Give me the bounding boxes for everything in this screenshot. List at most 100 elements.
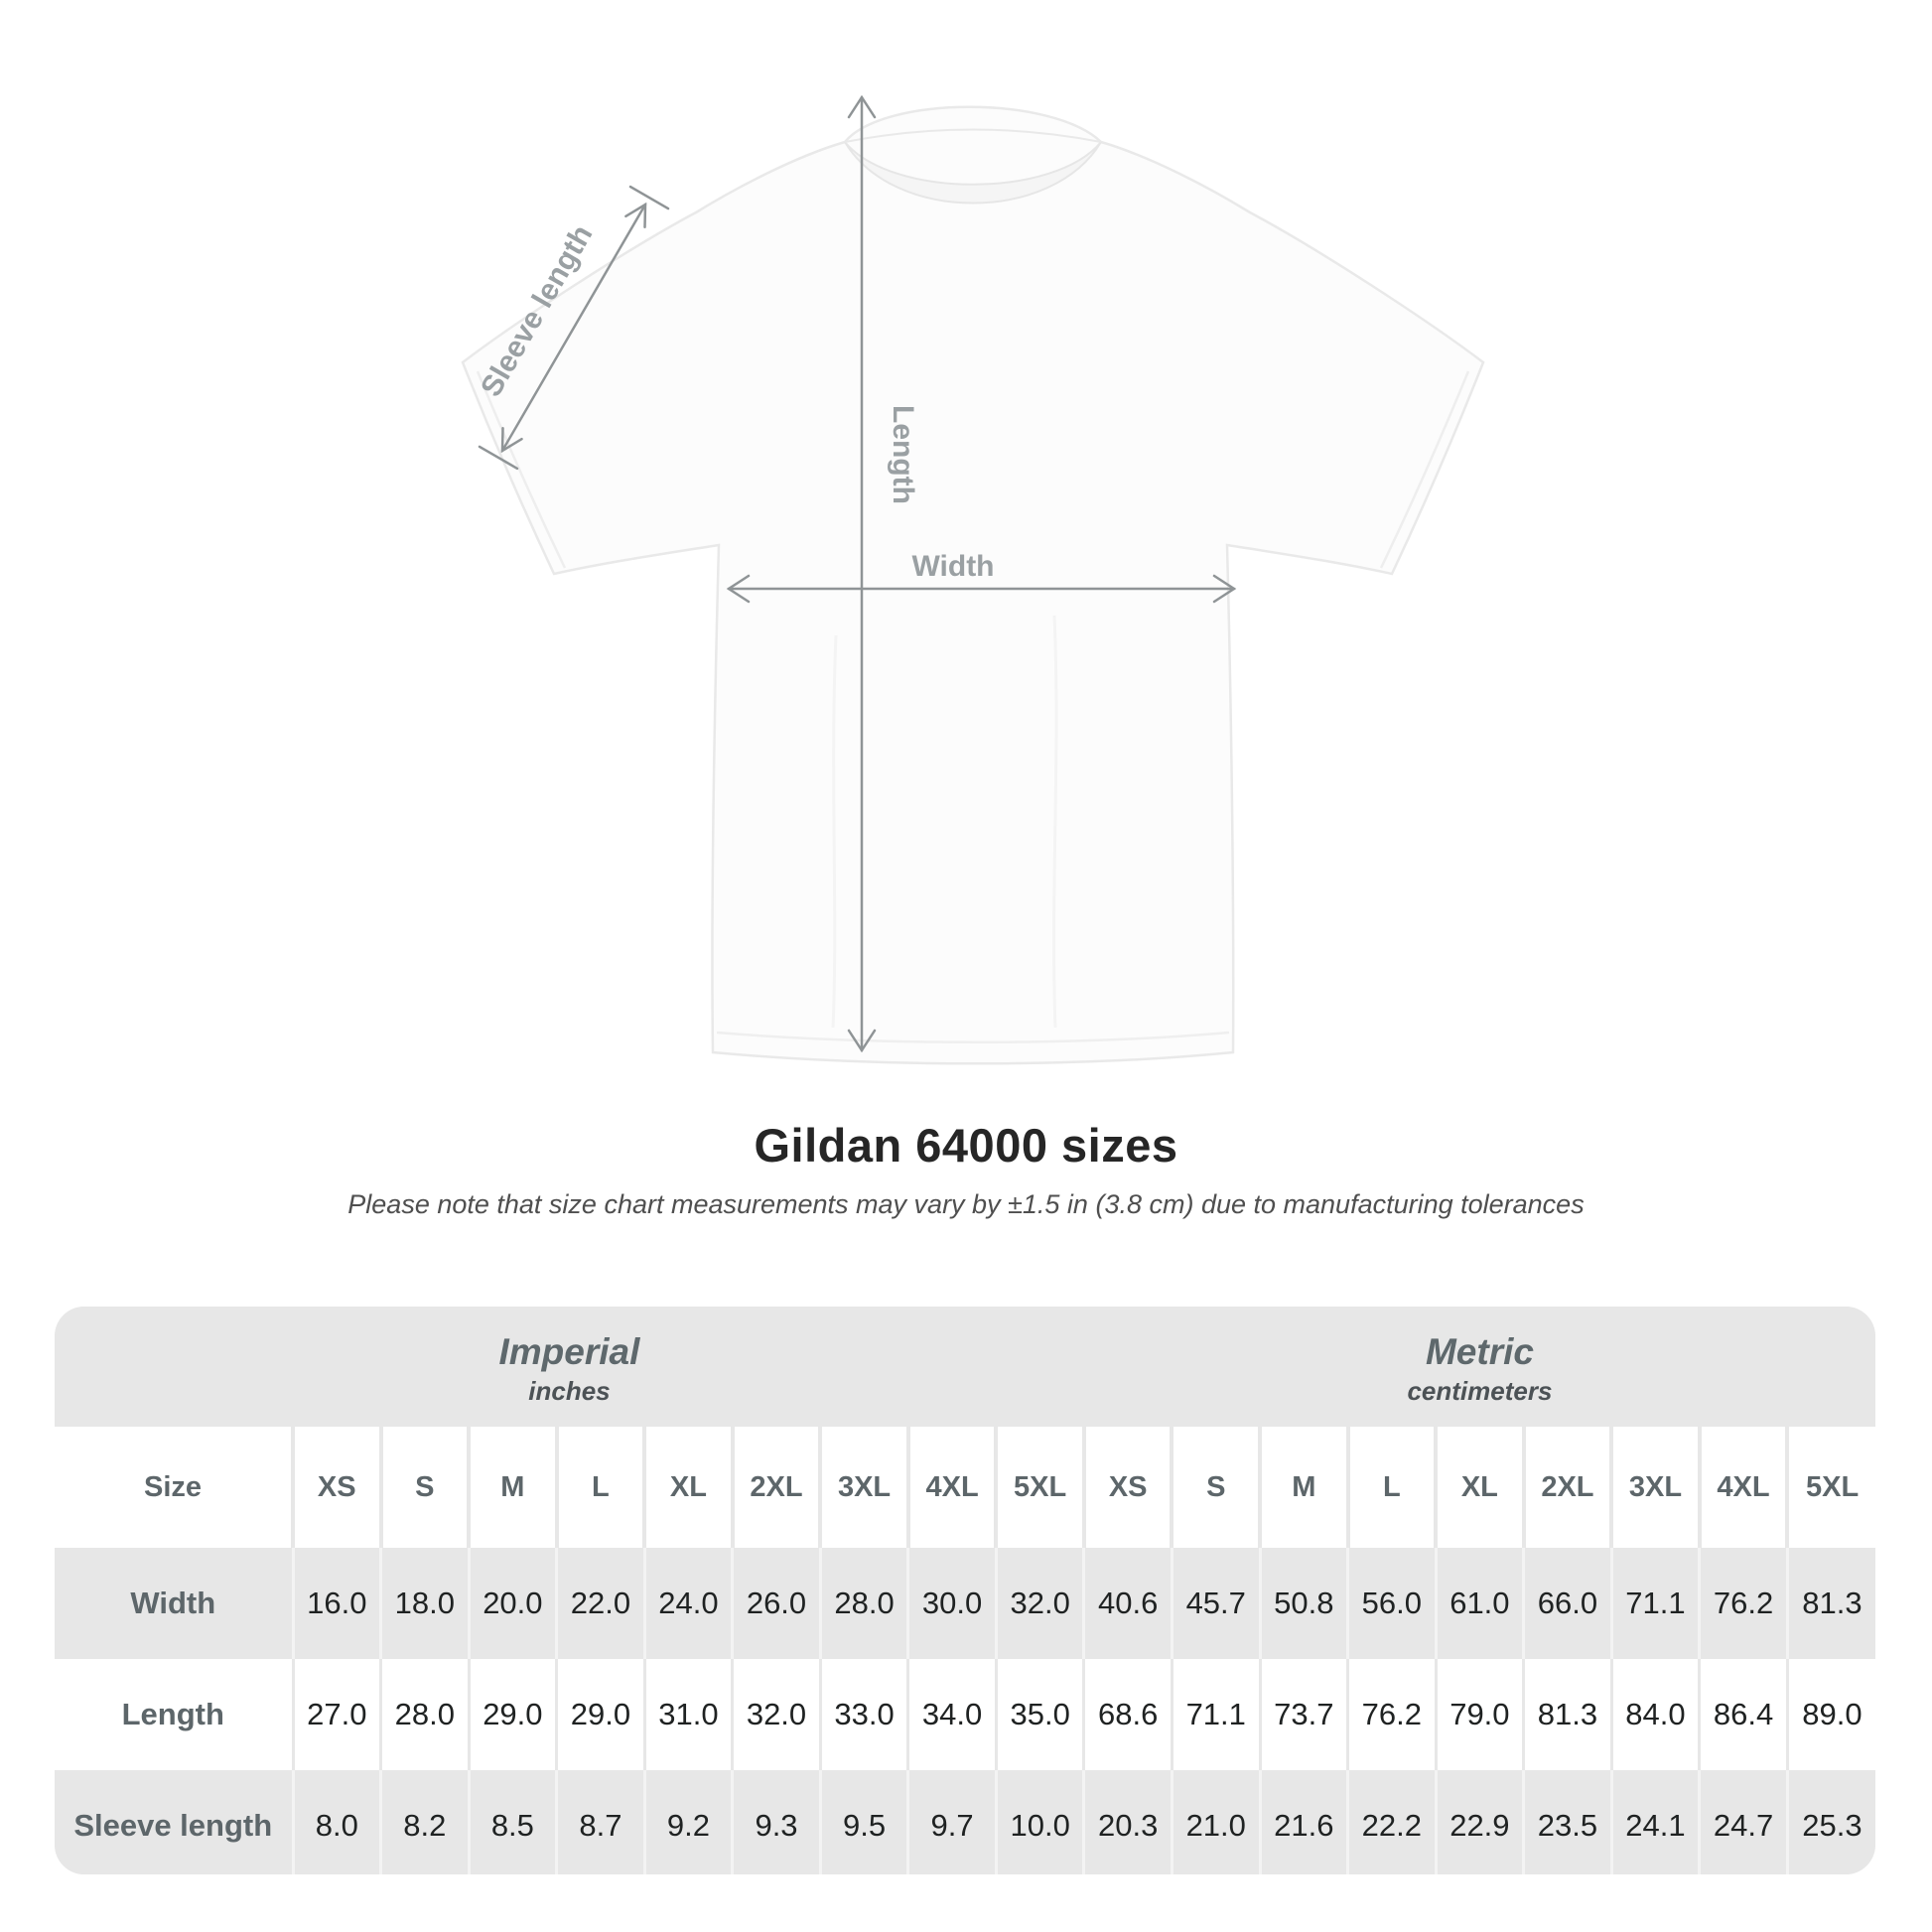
page-title: Gildan 64000 sizes — [754, 1119, 1178, 1172]
size-column-header: 5XL — [994, 1427, 1084, 1548]
measurement-cell: 71.1 — [1609, 1548, 1700, 1659]
measurement-row-label: Sleeve length — [55, 1770, 293, 1874]
metric-label: Metric — [1425, 1330, 1534, 1372]
size-column-header: L — [554, 1427, 645, 1548]
measurement-cell: 20.3 — [1082, 1770, 1173, 1874]
measurement-cell: 24.7 — [1698, 1770, 1788, 1874]
size-column-header: XL — [1434, 1427, 1524, 1548]
tshirt-measurement-diagram: Sleeve length Length Width — [461, 94, 1485, 1065]
measurement-cell: 18.0 — [379, 1548, 470, 1659]
imperial-label: Imperial — [498, 1330, 640, 1372]
size-column-header: XL — [642, 1427, 733, 1548]
measurement-row-label: Width — [55, 1548, 293, 1659]
measurement-cell: 68.6 — [1082, 1659, 1173, 1770]
measurement-cell: 16.0 — [291, 1548, 381, 1659]
measurement-cell: 61.0 — [1434, 1548, 1524, 1659]
measurement-cell: 66.0 — [1522, 1548, 1612, 1659]
length-arrow — [847, 94, 877, 1053]
measurement-cell: 23.5 — [1522, 1770, 1612, 1874]
measurement-cell: 35.0 — [994, 1659, 1084, 1770]
size-column-header: 2XL — [730, 1427, 821, 1548]
size-column-header: XS — [1081, 1427, 1173, 1548]
measurement-cell: 31.0 — [642, 1659, 733, 1770]
measurement-cell: 40.6 — [1082, 1548, 1173, 1659]
measurement-row: Sleeve length 8.0 8.2 8.5 8.7 9.2 9.3 9.5 9.7 10.… — [55, 1770, 1875, 1874]
measurement-cell: 21.6 — [1258, 1770, 1348, 1874]
measurement-cell: 9.7 — [906, 1770, 997, 1874]
measurement-cell: 9.3 — [731, 1770, 821, 1874]
sleeve-length-arrow — [478, 185, 670, 471]
left-cuff-seam — [476, 370, 567, 569]
size-table: Imperial inches Metric centimeters Size … — [55, 1307, 1875, 1874]
size-column-header: 3XL — [818, 1427, 908, 1548]
measurement-cell: 71.1 — [1170, 1659, 1261, 1770]
width-label: Width — [911, 550, 994, 583]
size-column-header: 4XL — [1697, 1427, 1788, 1548]
measurement-cell: 28.0 — [379, 1659, 470, 1770]
size-column-header: S — [378, 1427, 470, 1548]
hem-seam — [716, 1031, 1230, 1043]
measurement-cell: 33.0 — [818, 1659, 908, 1770]
size-corner-header: Size — [55, 1427, 293, 1548]
measurement-cell: 86.4 — [1698, 1659, 1788, 1770]
measurement-cell: 24.1 — [1609, 1770, 1700, 1874]
measurement-row-label: Length — [55, 1659, 293, 1770]
measurement-cell: 22.0 — [555, 1548, 645, 1659]
measurement-cell: 76.2 — [1346, 1659, 1437, 1770]
tolerance-note: Please note that size chart measurements… — [347, 1189, 1585, 1219]
dimension-arrows — [478, 94, 1237, 1053]
measurement-cell: 8.0 — [291, 1770, 381, 1874]
measurement-cell: 81.3 — [1522, 1659, 1612, 1770]
measurement-cell: 9.5 — [818, 1770, 908, 1874]
measurement-cell: 45.7 — [1170, 1548, 1261, 1659]
metric-unit: centimeters — [1407, 1376, 1553, 1407]
measurement-cell: 50.8 — [1258, 1548, 1348, 1659]
measurement-cell: 81.3 — [1785, 1548, 1875, 1659]
measurement-cell: 22.9 — [1434, 1770, 1524, 1874]
measurement-cell: 32.0 — [731, 1659, 821, 1770]
size-column-header: 5XL — [1785, 1427, 1875, 1548]
measurement-cell: 30.0 — [906, 1548, 997, 1659]
measurement-cell: 8.7 — [555, 1770, 645, 1874]
size-column-header: 4XL — [905, 1427, 997, 1548]
collar-back-seam — [844, 128, 1102, 143]
length-label: Length — [887, 405, 919, 504]
sizes-header-row: Size XS S M L XL 2XL 3XL 4XL 5XL XS S M L XL 2XL 3XL 4XL… — [55, 1427, 1875, 1548]
measurement-cell: 29.0 — [467, 1659, 557, 1770]
measurement-cell: 8.5 — [467, 1770, 557, 1874]
width-arrow — [726, 574, 1237, 604]
measurement-cell: 79.0 — [1434, 1659, 1524, 1770]
size-table-grid: Imperial inches Metric centimeters Size … — [55, 1307, 1875, 1874]
measurement-cell: 25.3 — [1785, 1770, 1875, 1874]
measurement-cell: 10.0 — [994, 1770, 1084, 1874]
size-column-header: L — [1345, 1427, 1437, 1548]
size-column-header: 3XL — [1609, 1427, 1700, 1548]
measurement-cell: 27.0 — [291, 1659, 381, 1770]
measurement-cell: 84.0 — [1609, 1659, 1700, 1770]
measurement-cell: 9.2 — [642, 1770, 733, 1874]
measurement-row: Length 27.0 28.0 29.0 29.0 31.0 32.0 33.0 34.0 35… — [55, 1659, 1875, 1770]
imperial-unit: inches — [528, 1376, 611, 1407]
measurement-cell: 26.0 — [731, 1548, 821, 1659]
tshirt-illustration — [461, 105, 1485, 1065]
measurement-cell: 28.0 — [818, 1548, 908, 1659]
fabric-wrinkle — [1052, 615, 1058, 1029]
measurement-cell: 8.2 — [379, 1770, 470, 1874]
measurement-cell: 22.2 — [1346, 1770, 1437, 1874]
size-column-header: S — [1170, 1427, 1261, 1548]
imperial-section-header: Imperial inches — [55, 1307, 1084, 1427]
measurement-cell: 34.0 — [906, 1659, 997, 1770]
fabric-wrinkle — [831, 634, 838, 1029]
metric-section-header: Metric centimeters — [1083, 1307, 1875, 1427]
right-cuff-seam — [1379, 370, 1470, 569]
measurement-cell: 29.0 — [555, 1659, 645, 1770]
measurement-cell: 24.0 — [642, 1548, 733, 1659]
measurement-cell: 76.2 — [1698, 1548, 1788, 1659]
measurement-cell: 32.0 — [994, 1548, 1084, 1659]
units-header-row: Imperial inches Metric centimeters — [55, 1307, 1875, 1427]
measurement-cell: 73.7 — [1258, 1659, 1348, 1770]
size-column-header: M — [1258, 1427, 1348, 1548]
measurement-cell: 56.0 — [1346, 1548, 1437, 1659]
size-column-header: M — [467, 1427, 557, 1548]
